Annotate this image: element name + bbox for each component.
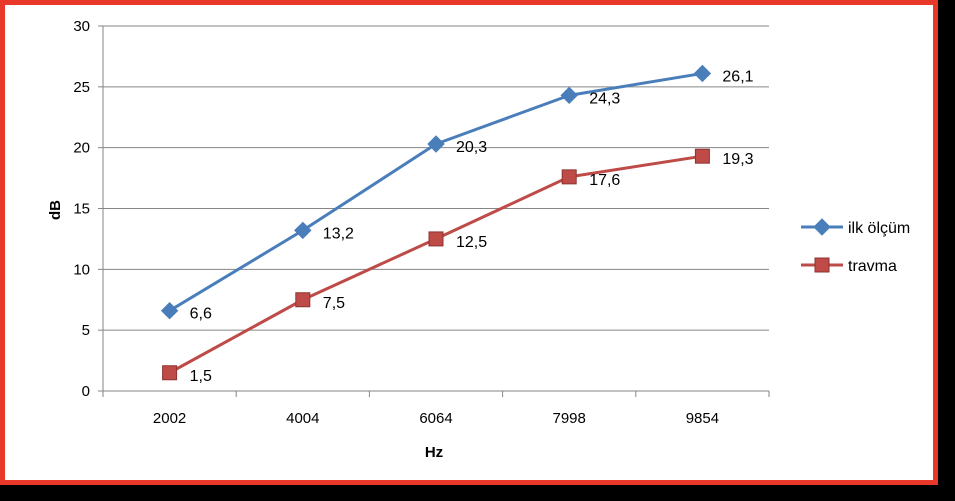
x-tick-label: 7998 [553,410,586,427]
chart-panel: 0 5 10 15 20 25 30 2002 4004 6064 7998 9854 6,6 13,… [0,0,938,485]
data-point-marker [160,301,179,320]
data-point-marker [428,231,444,247]
line-chart: 0 5 10 15 20 25 30 2002 4004 6064 7998 9854 6,6 13,… [47,18,910,461]
data-point-marker [162,365,178,381]
y-tick-label: 30 [73,18,90,35]
legend-label: ilk ölçüm [848,220,910,237]
x-axis-label: Hz [425,444,443,461]
data-label: 6,6 [190,306,212,323]
series-line [168,71,703,312]
y-tick-label: 0 [82,383,90,400]
legend-marker [813,218,831,236]
series [160,64,712,381]
data-point-marker [561,169,577,185]
y-tick-label: 25 [73,79,90,96]
data-labels: 6,6 13,2 20,3 24,3 26,1 1,5 7,5 12,5 17,6 19,3 [190,68,754,384]
x-tick-label: 6064 [419,410,452,427]
y-axis-label: dB [47,200,64,220]
data-label: 12,5 [456,234,487,251]
data-label: 17,6 [589,172,620,189]
data-point-marker [294,221,312,240]
legend-label: travma [848,258,897,275]
legend: ilk ölçüm travma [801,218,910,275]
data-label: 7,5 [323,295,345,312]
series-line [168,154,703,375]
data-label: 13,2 [323,225,354,242]
y-tick-labels: 0 5 10 15 20 25 30 [73,18,90,400]
data-point-marker [560,86,578,105]
y-tick-label: 15 [73,201,90,218]
x-tick-label: 9854 [686,410,719,427]
x-tick-label: 2002 [153,410,186,427]
data-point-marker [427,135,445,153]
axes [98,25,770,397]
data-label: 19,3 [722,151,753,168]
data-label: 26,1 [722,68,753,85]
y-tick-label: 10 [73,261,90,278]
data-point-marker [693,64,712,83]
data-label: 1,5 [190,368,212,385]
data-label: 20,3 [456,139,487,156]
x-tick-label: 4004 [286,410,319,427]
data-label: 24,3 [589,90,620,107]
legend-marker [814,257,830,273]
data-point-marker [694,148,710,164]
y-tick-label: 5 [82,322,90,339]
gridlines [103,25,769,331]
y-tick-label: 20 [73,140,90,157]
x-tick-labels: 2002 4004 6064 7998 9854 [153,410,719,427]
data-point-marker [295,292,311,308]
